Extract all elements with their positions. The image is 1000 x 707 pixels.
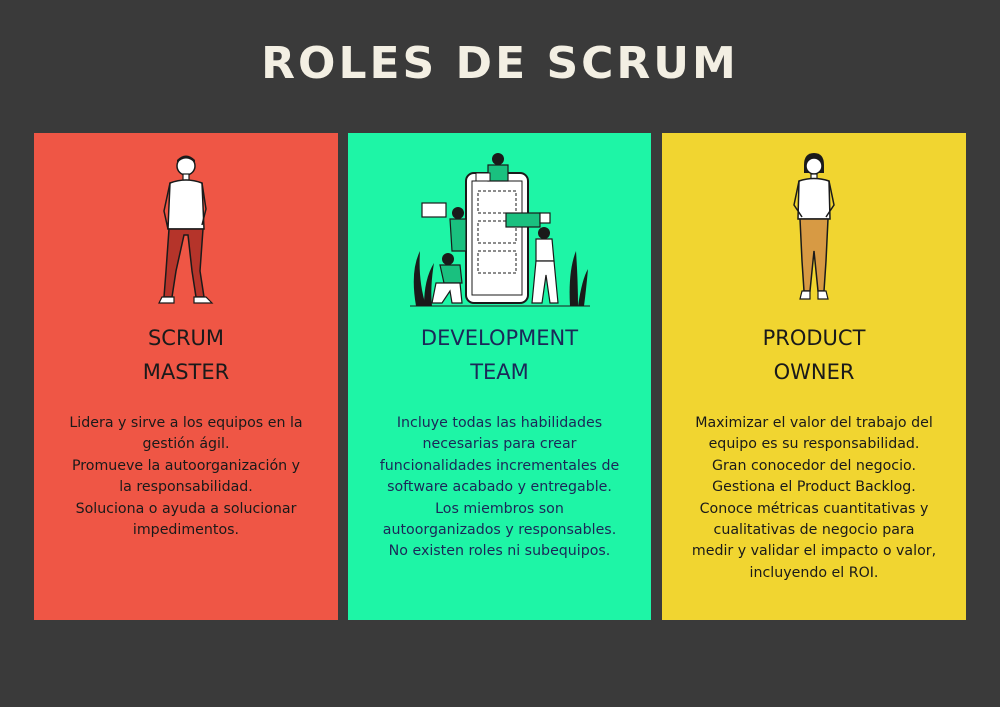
standing-man-icon (34, 151, 338, 331)
role-title-line: MASTER (142, 360, 230, 384)
team-working-on-phone-icon (348, 151, 651, 331)
description-line: funcionalidades incrementales de (379, 457, 620, 474)
description-line: No existen roles ni subequipos. (388, 543, 611, 560)
description-line: Promueve la autoorganización y (71, 457, 301, 474)
description-line: Lidera y sirve a los equipos en la (69, 415, 303, 431)
standing-woman-icon (662, 151, 966, 331)
role-title: SCRUM MASTER (34, 321, 338, 389)
description-line: Soluciona o ayuda a solucionar (75, 500, 297, 517)
description-line: necesarias para crear (422, 436, 577, 453)
description-line: software acabado y entregable. (387, 479, 612, 496)
scrum-master-card: SCRUM MASTER Lidera y sirve a los equipo… (34, 133, 338, 620)
description-line: gestión ágil. (142, 436, 230, 453)
role-title-line: DEVELOPMENT (420, 326, 579, 350)
description-line: la responsabilidad. (119, 479, 253, 496)
role-title-line: OWNER (773, 360, 855, 384)
description-line: Conoce métricas cuantitativas y (699, 500, 929, 517)
role-title-line: PRODUCT (762, 326, 866, 350)
description-line: cualitativas de negocio para (713, 522, 915, 539)
description-line: impedimentos. (132, 522, 240, 539)
role-description: Maximizar el valor del trabajo del equip… (684, 413, 944, 584)
role-description: Incluye todas las habilidades necesarias… (370, 413, 629, 563)
description-line: medir y validar el impacto o valor, (691, 543, 937, 560)
product-owner-card: PRODUCT OWNER Maximizar el valor del tra… (662, 133, 966, 620)
role-title-line: TEAM (470, 360, 529, 384)
role-title: PRODUCT OWNER (662, 321, 966, 389)
role-description: Lidera y sirve a los equipos en la gesti… (56, 413, 316, 541)
description-line: equipo es su responsabilidad. (708, 436, 920, 453)
description-line: Los miembros son (435, 500, 564, 517)
description-line: Incluye todas las habilidades (396, 415, 603, 431)
role-title-line: SCRUM (147, 326, 225, 350)
description-line: Maximizar el valor del trabajo del (695, 415, 933, 431)
description-line: incluyendo el ROI. (749, 564, 879, 581)
description-line: Gran conocedor del negocio. (711, 457, 916, 474)
page-title: ROLES DE SCRUM (261, 38, 739, 89)
description-line: Gestiona el Product Backlog. (712, 479, 916, 496)
description-line: autoorganizados y responsables. (382, 522, 617, 539)
development-team-card: DEVELOPMENT TEAM Incluye todas las habil… (348, 133, 651, 620)
role-title: DEVELOPMENT TEAM (348, 321, 651, 389)
